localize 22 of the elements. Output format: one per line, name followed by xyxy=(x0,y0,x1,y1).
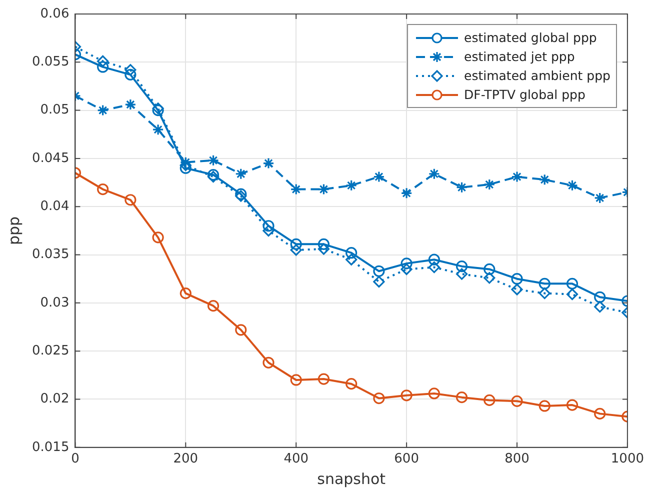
y-axis-title: ppp xyxy=(4,216,23,245)
y-tick-label: 0.035 xyxy=(32,247,70,262)
y-tick-label: 0.015 xyxy=(32,440,70,455)
x-tick-label: 200 xyxy=(173,452,198,467)
y-tick-label: 0.04 xyxy=(40,198,70,214)
y-tick-label: 0.06 xyxy=(40,6,70,22)
legend-label: estimated global ppp xyxy=(464,30,597,45)
x-axis-title: snapshot xyxy=(317,470,386,488)
y-tick-label: 0.03 xyxy=(40,295,70,310)
legend-label: DF-TPTV global ppp xyxy=(464,87,586,102)
x-tick-label: 600 xyxy=(394,452,419,467)
y-tick-label: 0.045 xyxy=(32,150,70,166)
y-tick-label: 0.055 xyxy=(32,54,70,70)
y-tick-label: 0.05 xyxy=(40,102,70,118)
x-tick-label: 400 xyxy=(284,452,309,467)
y-tick-label: 0.02 xyxy=(40,392,70,407)
x-tick-label: 1000 xyxy=(610,452,644,467)
x-tick-label: 0 xyxy=(71,452,80,467)
x-tick-label: 800 xyxy=(504,452,530,467)
y-tick-label: 0.025 xyxy=(32,343,70,358)
legend-label: estimated jet ppp xyxy=(464,49,575,64)
legend-label: estimated ambient ppp xyxy=(464,68,610,83)
